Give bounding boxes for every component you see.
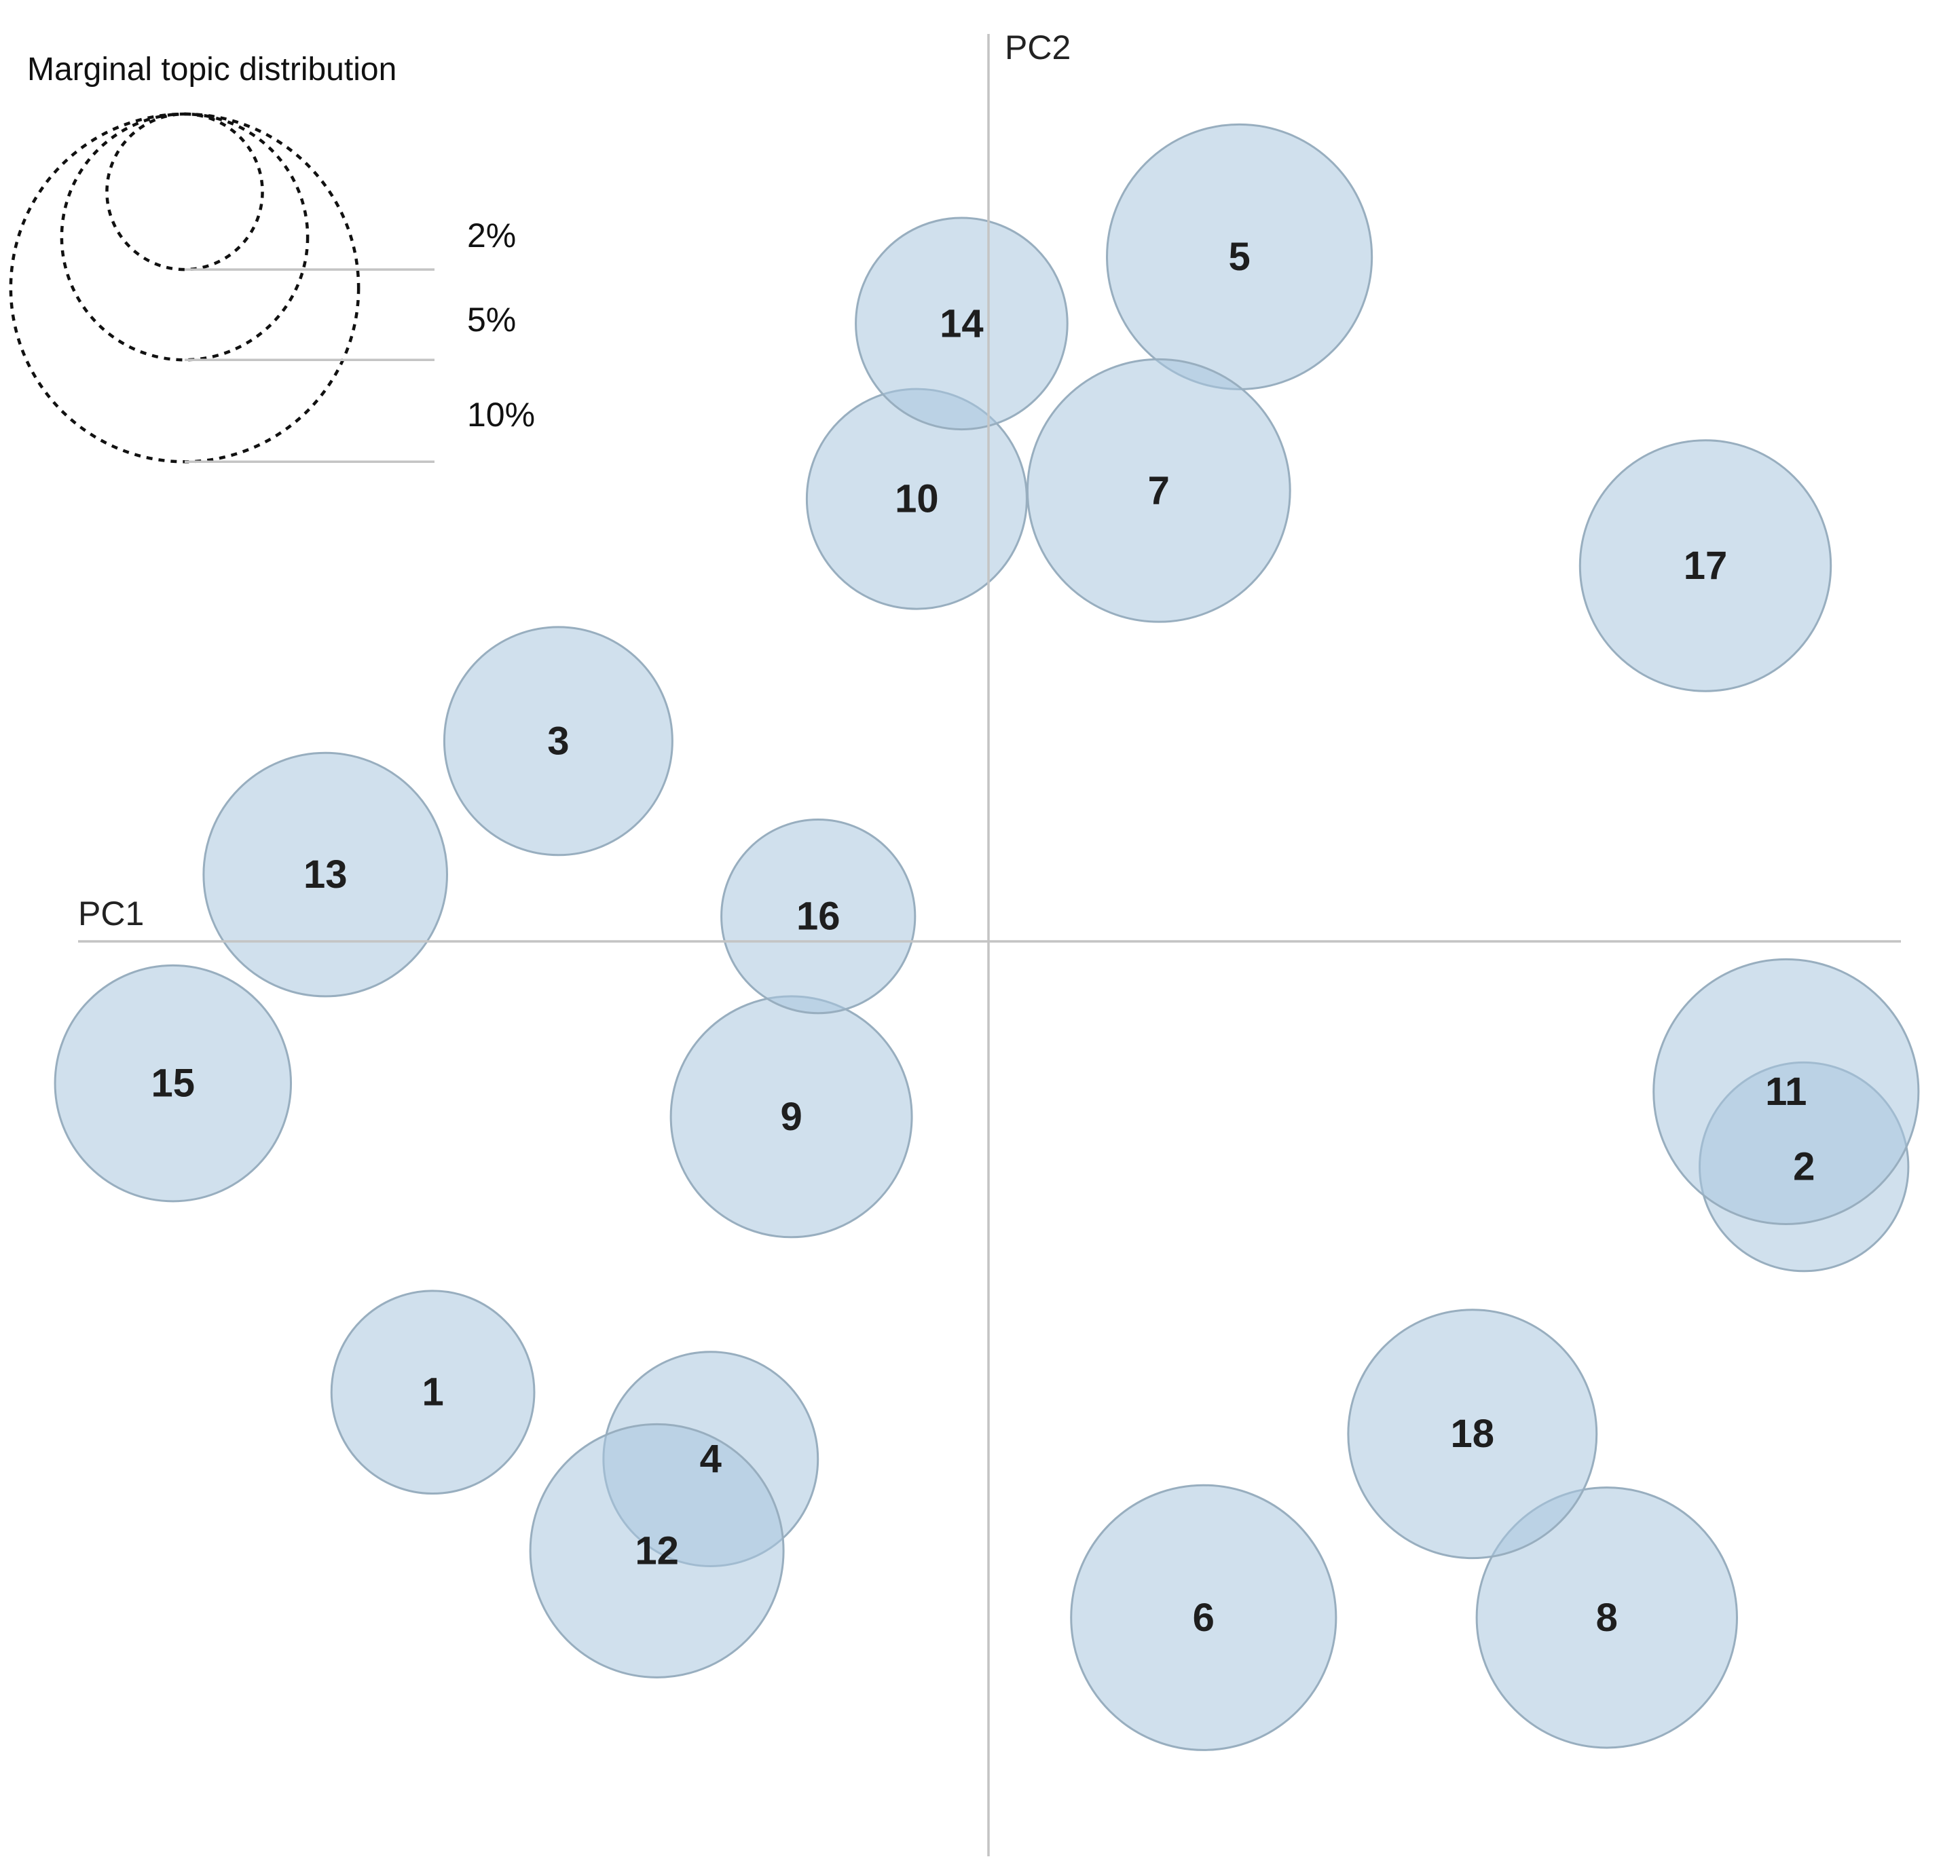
topic-label-12: 12 <box>635 1528 679 1573</box>
topic-label-10: 10 <box>895 477 939 521</box>
topic-label-3: 3 <box>547 719 569 763</box>
legend-label-10pct: 10% <box>467 396 535 434</box>
topic-label-11: 11 <box>1765 1070 1807 1114</box>
legend-items: 2% 5% 10% <box>9 112 535 464</box>
legend-label-5pct: 5% <box>467 301 516 339</box>
topic-label-8: 8 <box>1596 1596 1618 1640</box>
pc2-axis-label: PC2 <box>1005 29 1071 67</box>
legend-title: Marginal topic distribution <box>27 52 396 88</box>
bubble-layer <box>54 123 1920 1751</box>
topic-label-9: 9 <box>780 1095 802 1139</box>
size-legend: Marginal topic distribution 2% 5% 10% <box>9 52 535 464</box>
topic-label-4: 4 <box>700 1437 722 1481</box>
legend-circle-2pct <box>105 112 264 271</box>
topic-bubble-6 <box>1070 1484 1337 1751</box>
topic-label-15: 15 <box>151 1062 196 1106</box>
topic-bubble-11 <box>1652 958 1920 1225</box>
topic-bubble-16 <box>720 818 917 1015</box>
topic-bubble-3 <box>443 626 673 857</box>
topic-bubble-8 <box>1475 1486 1738 1749</box>
topic-bubble-13 <box>202 751 449 998</box>
legend-circle-5pct <box>60 112 310 362</box>
legend-circle-10pct <box>9 112 360 464</box>
axes: PC1 PC2 <box>78 29 1901 1856</box>
topic-label-1: 1 <box>422 1370 443 1414</box>
topic-bubble-14 <box>855 217 1069 431</box>
topic-bubble-18 <box>1347 1309 1598 1560</box>
topic-bubble-15 <box>54 964 293 1203</box>
topic-label-17: 17 <box>1684 544 1728 588</box>
topic-bubble-12 <box>529 1423 785 1678</box>
topic-label-18: 18 <box>1451 1412 1495 1456</box>
topic-label-6: 6 <box>1193 1596 1215 1640</box>
topic-bubble-1 <box>330 1290 536 1495</box>
legend-label-2pct: 2% <box>467 217 516 255</box>
topic-label-5: 5 <box>1228 235 1250 279</box>
topic-bubble-17 <box>1578 439 1832 692</box>
pc1-axis-label: PC1 <box>78 895 144 933</box>
topic-label-13: 13 <box>303 852 348 897</box>
topic-label-7: 7 <box>1148 468 1170 512</box>
topic-label-16: 16 <box>796 895 840 939</box>
topic-label-2: 2 <box>1793 1145 1815 1189</box>
topic-label-14: 14 <box>940 301 984 345</box>
